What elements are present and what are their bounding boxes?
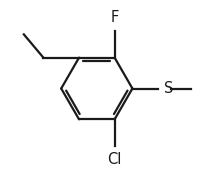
Text: F: F: [111, 10, 119, 25]
Text: S: S: [164, 81, 173, 96]
Text: Cl: Cl: [108, 152, 122, 167]
